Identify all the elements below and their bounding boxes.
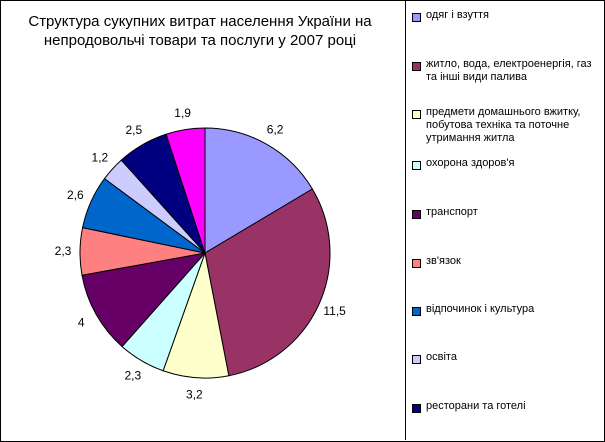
chart-title: Структура сукупних витрат населення Укра… [28,13,372,49]
legend-label: ресторани та готелі [426,400,526,412]
slice-label-3: 3,2 [186,388,203,402]
legend-label: відпочинок і культура [426,303,535,315]
legend-item: зв'язок [412,255,604,268]
legend-label: предмети домашнього вжитку, побутова тех… [426,106,581,144]
legend-label: одяг і взуття [426,9,489,21]
pie-chart: 6,2 11,5 3,2 2,3 4 2,3 2,6 1,2 2,5 1,9 [55,106,347,402]
legend-item: освіта [412,351,604,364]
legend-swatch [412,307,421,316]
legend-swatch [412,62,421,71]
legend-swatch [412,210,421,219]
legend-item: відпочинок і культура [412,303,604,316]
slice-label-10: 1,9 [174,106,191,120]
legend-item: одяг і взуття [412,9,604,22]
slice-label-2: 11,5 [323,304,346,318]
legend-label: освіта [426,351,457,363]
legend-swatch [412,259,421,268]
slice-label-8: 1,2 [92,151,109,165]
legend-item: житло, вода, електроенергія, газ та інші… [412,58,604,84]
legend-swatch [412,355,421,364]
legend-swatch [412,13,421,22]
legend-swatch [412,404,421,413]
legend-item: ресторани та готелі [412,400,604,413]
pie-slice-1 [204,127,314,254]
slice-label-4: 2,3 [124,368,141,382]
legend-swatch [412,161,421,170]
legend-label: зв'язок [426,255,461,267]
pie-slice-10 [165,127,206,254]
legend-label: житло, вода, електроенергія, газ та інші… [426,58,592,83]
slice-label-7: 2,6 [67,188,84,202]
slice-label-1: 6,2 [267,123,284,137]
slice-label-9: 2,5 [125,123,142,137]
pie-slice-2 [204,188,331,377]
legend-item: транспорт [412,206,604,219]
slice-label-5: 4 [78,316,85,330]
legend: одяг і взуття житло, вода, електроенергія… [405,0,604,440]
legend-swatch [412,110,421,119]
legend-label: транспорт [426,206,478,218]
legend-label: охорона здоров'я [426,157,515,169]
slice-label-6: 2,3 [55,244,72,258]
legend-item: предмети домашнього вжитку, побутова тех… [412,106,604,145]
legend-item: охорона здоров'я [412,157,604,170]
pie-slice-5 [81,252,207,348]
